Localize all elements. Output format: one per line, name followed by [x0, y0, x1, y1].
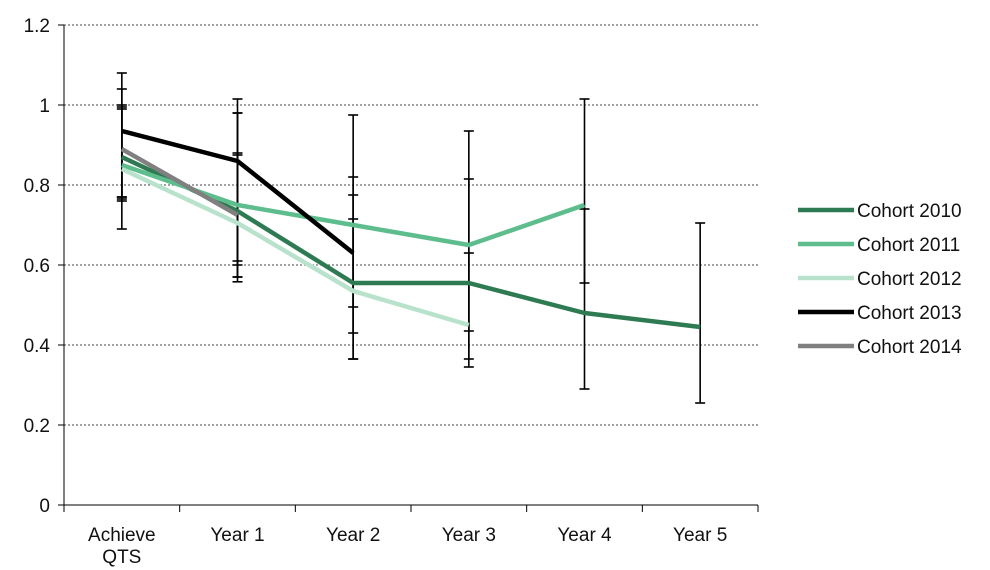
legend-item: Cohort 2010 — [798, 201, 962, 222]
gridlines — [64, 24, 758, 426]
x-tick-label: Year 2 — [326, 525, 380, 546]
error-bar — [232, 112, 243, 266]
series-line — [120, 154, 701, 330]
x-axis-tick-labels: Achieve QTS Year 1 Year 2 Year 3 Year 4 Year 5 — [88, 525, 727, 568]
legend-label: Cohort 2012 — [857, 269, 962, 290]
error-bars — [116, 72, 706, 404]
y-axis-tick-labels: 0 0.2 0.4 0.6 0.8 1 1.2 — [24, 16, 51, 517]
legend-label: Cohort 2011 — [857, 235, 960, 256]
error-bar — [695, 222, 706, 404]
series-line — [120, 166, 470, 328]
axes — [58, 24, 759, 512]
error-bar — [579, 98, 590, 284]
series-line — [120, 147, 239, 217]
legend-label: Cohort 2014 — [857, 337, 962, 358]
y-tick-label: 0.8 — [24, 176, 50, 197]
error-bar — [116, 88, 127, 198]
y-tick-label: 0 — [39, 496, 50, 517]
legend-item: Cohort 2012 — [798, 269, 962, 290]
legend-label: Cohort 2010 — [857, 201, 962, 222]
x-tick-label: Year 4 — [557, 525, 612, 546]
y-tick-label: 0.4 — [24, 336, 51, 357]
legend-label: Cohort 2013 — [857, 303, 962, 324]
legend-item: Cohort 2013 — [798, 303, 962, 324]
series-lines — [120, 128, 701, 330]
series-line — [121, 128, 355, 255]
y-tick-label: 1.2 — [24, 16, 50, 37]
legend: Cohort 2010 Cohort 2011 Cohort 2012 Cohort … — [798, 201, 962, 358]
x-tick-label: Year 1 — [210, 525, 264, 546]
error-bar — [463, 252, 474, 368]
legend-item: Cohort 2014 — [798, 337, 962, 358]
y-tick-label: 0.6 — [24, 256, 50, 277]
legend-item: Cohort 2011 — [798, 235, 960, 256]
x-tick-label: Year 3 — [442, 525, 496, 546]
y-tick-label: 1 — [39, 96, 50, 117]
x-tick-label: Achieve QTS — [88, 525, 156, 568]
x-tick-label: Year 5 — [673, 525, 727, 546]
y-tick-label: 0.2 — [24, 416, 50, 437]
error-bar — [348, 114, 359, 360]
